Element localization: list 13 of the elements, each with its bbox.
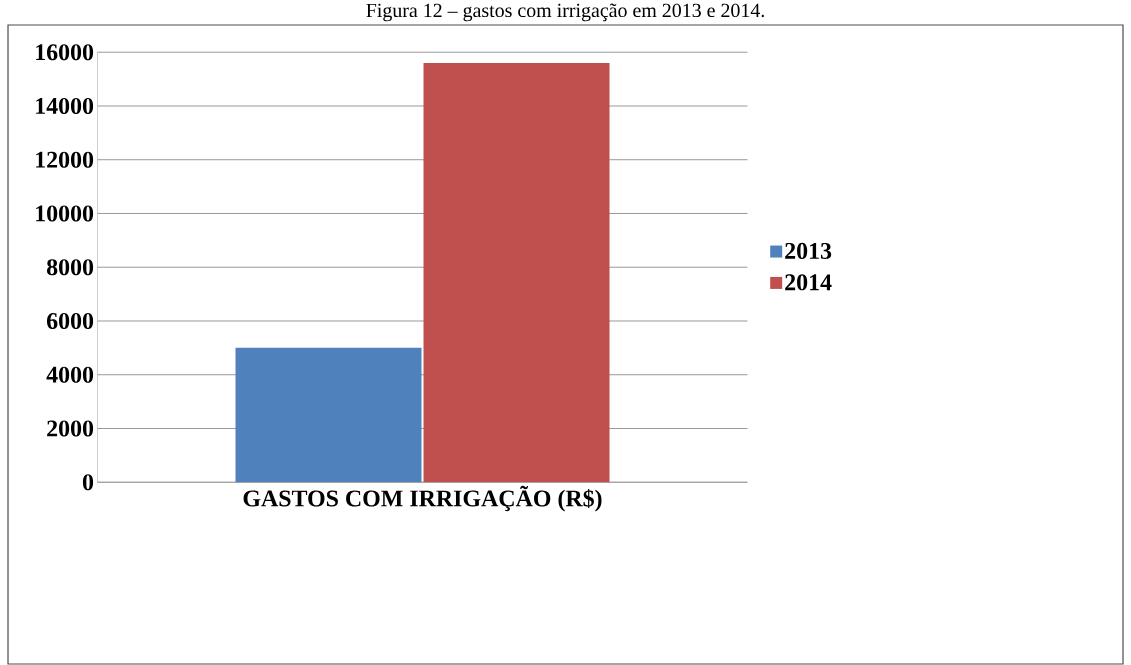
legend-label: 2013 [785,242,832,259]
y-tick-label: 2000 [47,420,94,437]
chart-title: Figura 12 – gastos com irrigação em 2013 e 2014. [366,3,764,22]
y-tick-label: 16000 [36,44,94,61]
y-tick-label: 14000 [36,97,94,115]
y-tick-label: 10000 [36,205,94,222]
y-tick-label: 0 [82,474,94,491]
legend-label: 2014 [785,274,832,291]
x-tick-label: GASTOS COM IRRIGAÇÃO (R$) [243,485,602,512]
y-tick-label: 4000 [46,366,94,383]
y-tick-label: 6000 [46,312,94,330]
y-tick-label: 12000 [36,151,94,168]
y-tick-label: 8000 [46,259,94,276]
